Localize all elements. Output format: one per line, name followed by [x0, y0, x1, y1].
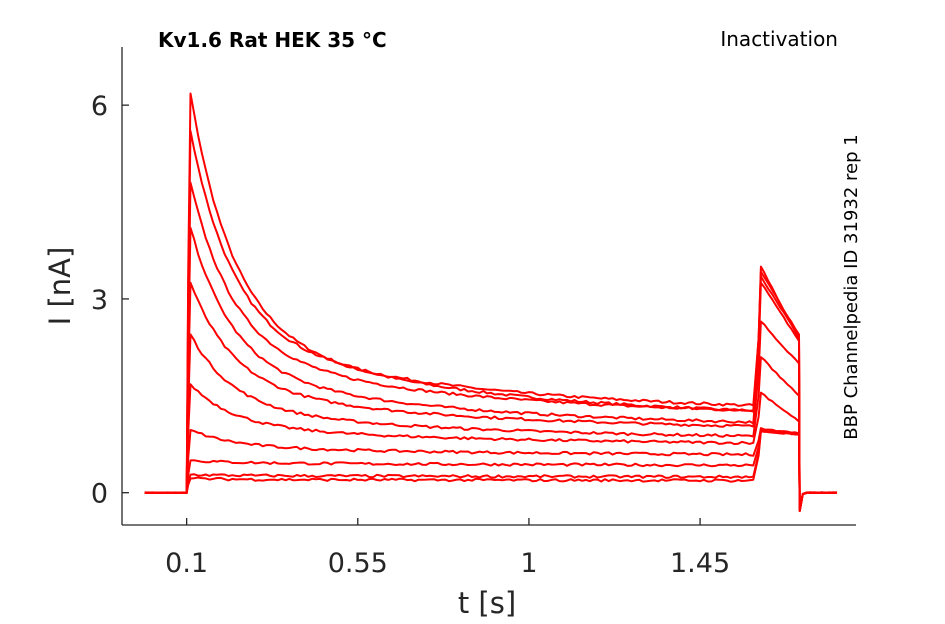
- current-trace: [144, 92, 838, 512]
- current-trace: [144, 430, 838, 512]
- current-trace: [144, 428, 837, 512]
- source-label: BBP Channelpedia ID 31932 rep 1: [841, 134, 862, 439]
- y-ticks: 0 3 6: [91, 91, 129, 510]
- traces: [144, 92, 838, 512]
- current-trace: [144, 429, 838, 512]
- current-trace: [144, 383, 838, 512]
- current-trace: [144, 427, 838, 512]
- protocol-label: Inactivation: [720, 27, 838, 51]
- y-tick-label: 3: [91, 285, 108, 316]
- x-tick-label: 1: [520, 548, 537, 579]
- x-tick-label: 1.45: [670, 548, 730, 579]
- x-axis-title: t [s]: [458, 586, 516, 620]
- current-trace: [144, 181, 838, 512]
- x-tick-label: 0.55: [328, 548, 388, 579]
- y-axis-title: I [nA]: [43, 247, 77, 326]
- current-trace: [144, 333, 838, 512]
- y-tick-label: 6: [91, 91, 108, 122]
- current-trace: [144, 226, 838, 512]
- chart-title: Kv1.6 Rat HEK 35 °C: [158, 28, 387, 52]
- y-tick-label: 0: [91, 479, 108, 510]
- x-ticks: 0.1 0.55 1 1.45: [165, 518, 730, 579]
- x-tick-label: 0.1: [165, 548, 208, 579]
- current-trace: [144, 130, 838, 512]
- current-trace: [144, 281, 838, 512]
